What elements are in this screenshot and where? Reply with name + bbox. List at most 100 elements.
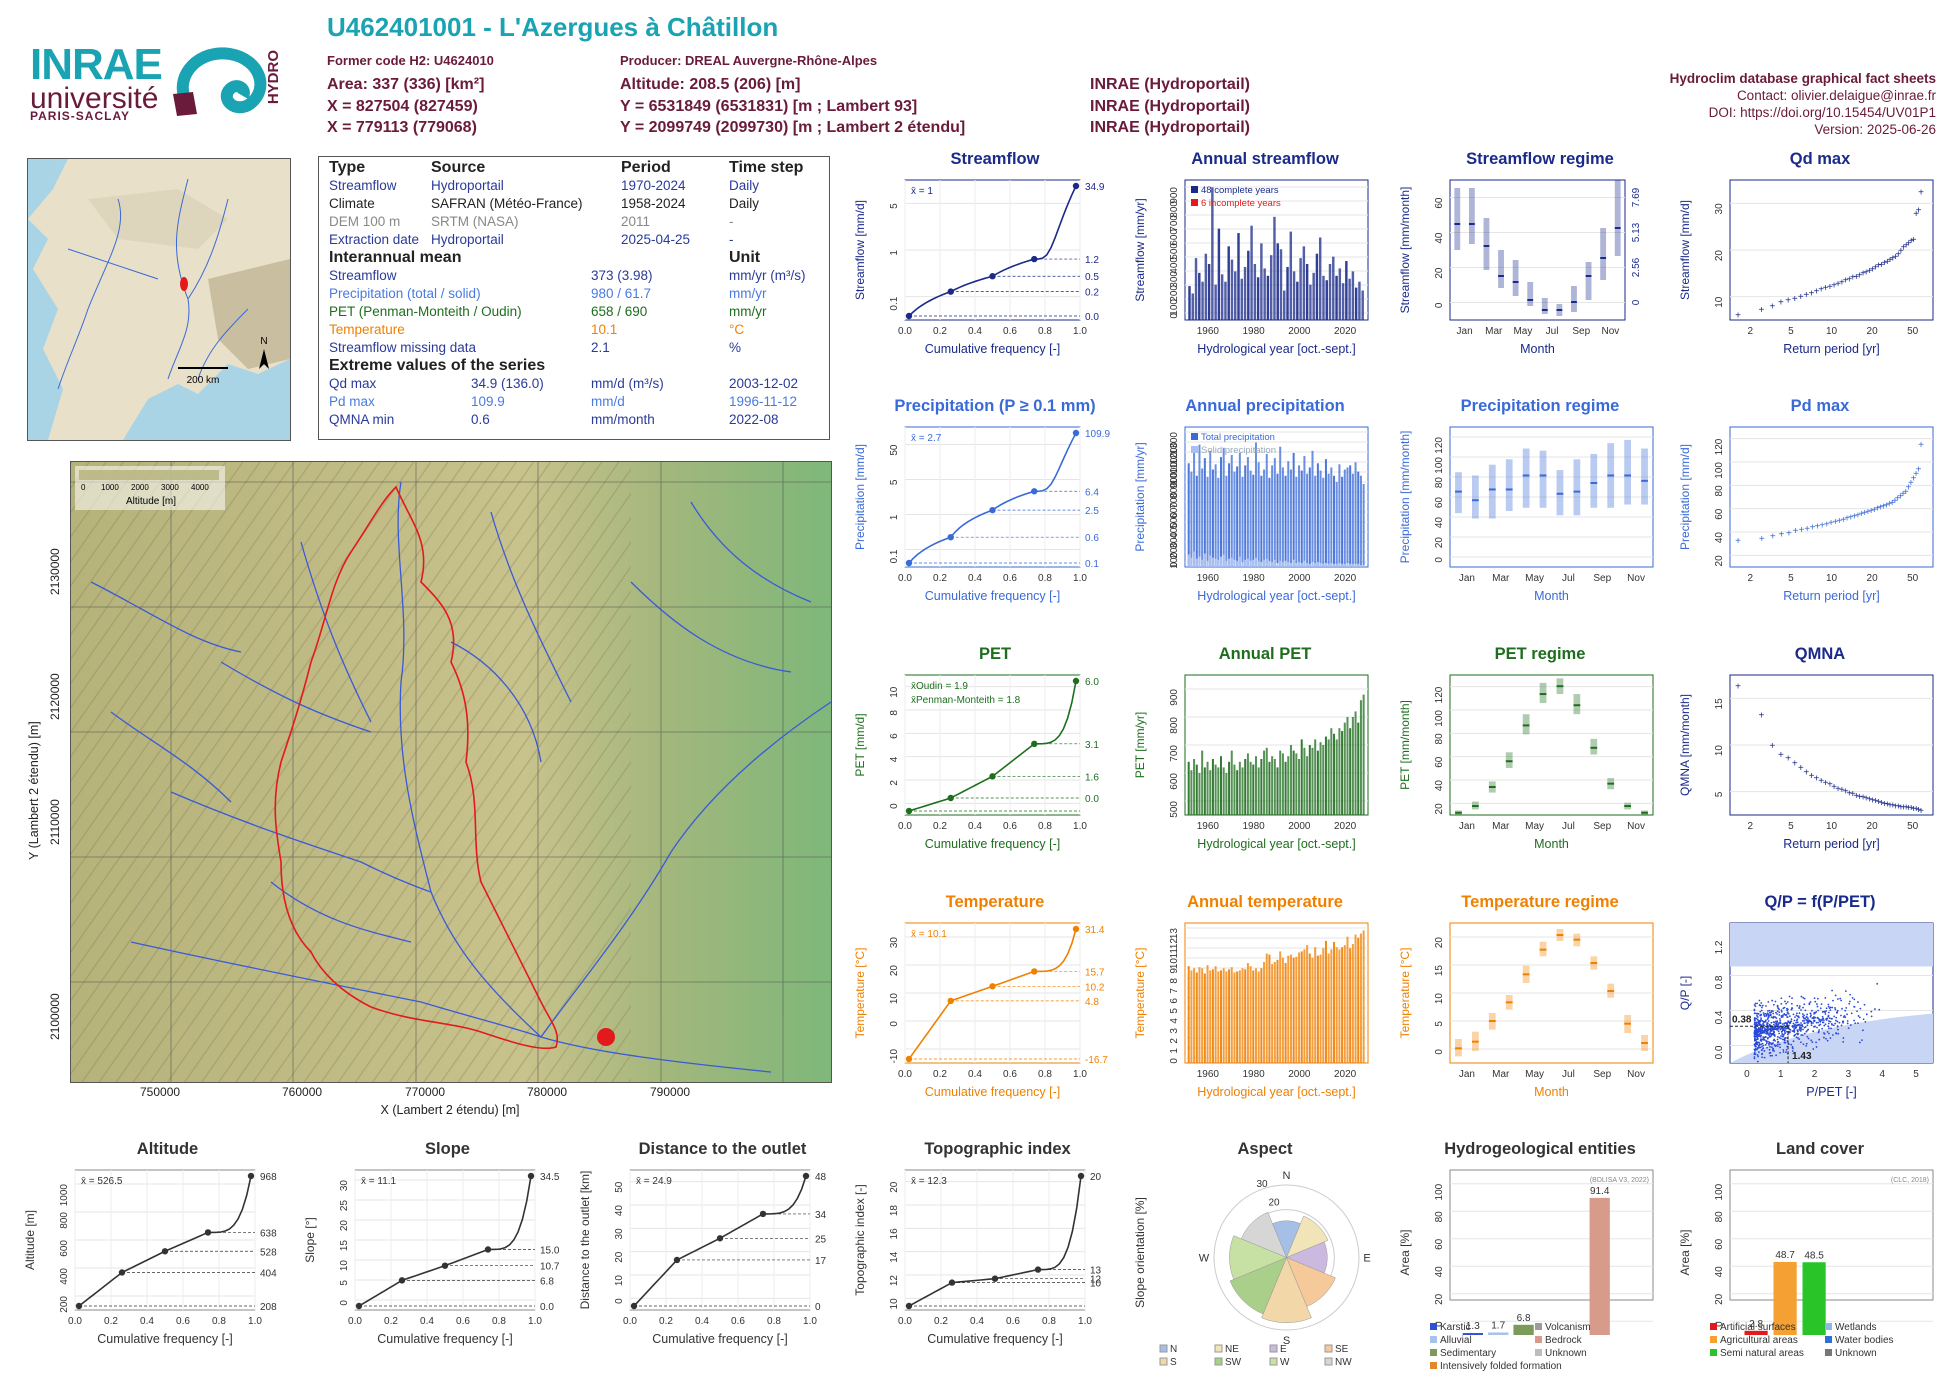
solid-bar <box>1354 563 1357 567</box>
y-tick-label: 6 <box>889 733 900 739</box>
annual-bar <box>1195 972 1198 1063</box>
x-axis-title: P/PET [-] <box>1806 1085 1857 1099</box>
return-point: + <box>1916 805 1922 816</box>
y-tick-label: 1 <box>1169 1048 1180 1054</box>
qp-point <box>1817 1030 1820 1033</box>
qp-point <box>1770 1032 1773 1035</box>
x-tick-label: Jul <box>1562 1069 1575 1080</box>
qp-point <box>1812 1022 1814 1024</box>
qp-point <box>1756 1030 1759 1033</box>
qp-point <box>1769 1014 1772 1017</box>
chart-title: Slope <box>425 1140 470 1158</box>
legend-swatch <box>1430 1336 1437 1343</box>
y-tick-label: 1100 <box>1169 452 1180 474</box>
return-point: + <box>1799 525 1805 536</box>
annual-bar <box>1341 947 1344 1063</box>
return-point: + <box>1886 499 1892 510</box>
qp-point <box>1829 1009 1832 1012</box>
annual-bar <box>1328 264 1332 320</box>
annual-bar <box>1306 473 1309 567</box>
x-axis-title: Cumulative frequency [-] <box>924 342 1061 356</box>
mean-label: x̄ = 1 <box>911 186 933 197</box>
return-point: + <box>1908 236 1914 247</box>
x-tick-label: 0.4 <box>695 1316 709 1327</box>
solid-bar <box>1295 562 1298 567</box>
extreme-row-qdmax: Qd max 34.9 (136.0) mm/d (m³/s) 2003-12-… <box>329 375 819 393</box>
qp-point <box>1803 1020 1806 1022</box>
qp-point <box>1775 1054 1777 1057</box>
annual-bar <box>1234 271 1237 320</box>
qp-point <box>1858 1016 1861 1019</box>
return-point: + <box>1804 524 1810 535</box>
qp-point <box>1838 1021 1841 1024</box>
qp-point <box>1760 1017 1763 1020</box>
annual-bar <box>1306 945 1309 1063</box>
qp-point <box>1753 1018 1756 1021</box>
page-title: U462401001 - L'Azergues à Châtillon <box>327 12 779 42</box>
y-tick-label: 800 <box>1169 201 1180 218</box>
mean-row-precipitation: Precipitation (total / solid) 980 / 61.7… <box>329 285 819 303</box>
legend-swatch <box>1191 186 1198 193</box>
annual-bar <box>1217 228 1221 320</box>
qp-point <box>1765 1040 1767 1042</box>
annual-bar <box>1201 281 1204 320</box>
y-tick-label: 20 <box>1434 937 1445 949</box>
y-tick-label: 15 <box>339 1240 350 1252</box>
x-tick-label: 0.4 <box>420 1316 434 1327</box>
qp-point <box>1765 1013 1768 1016</box>
producer: Producer: DREAL Auvergne-Rhône-Alpes <box>620 53 878 68</box>
qp-point <box>1817 1017 1820 1020</box>
return-point: + <box>1769 741 1775 752</box>
cell-unit: mm/yr <box>729 286 767 301</box>
y-tick-label: 5 <box>1434 1021 1445 1027</box>
annual-bar <box>1228 761 1231 815</box>
return-point: + <box>1835 279 1841 290</box>
qp-point <box>1824 1013 1827 1015</box>
annual-bar <box>1211 969 1214 1063</box>
annual-bar <box>1346 467 1349 567</box>
inset-north-label: N <box>260 336 267 347</box>
annual-bar <box>1222 968 1225 1063</box>
chart-title: Temperature regime <box>1461 893 1619 911</box>
plot-frame <box>1449 1169 1654 1301</box>
qp-point <box>1764 1030 1767 1032</box>
return-point: + <box>1785 296 1791 307</box>
cell-unit: % <box>729 340 742 355</box>
quantile-label: 31.4 <box>1085 925 1105 936</box>
annual-bar <box>1246 963 1249 1063</box>
y-tick-label: 0.0 <box>1714 1045 1725 1059</box>
annual-bar <box>1257 462 1260 567</box>
qp-point <box>1754 1033 1756 1036</box>
qp-point <box>1795 1014 1798 1017</box>
y-tick-label: 5 <box>889 479 900 485</box>
x-tick-label: 20 <box>1867 573 1879 584</box>
qp-point <box>1764 1019 1767 1022</box>
y-axis-title: PET [mm/yr] <box>1133 712 1147 778</box>
annual-bar <box>1206 476 1209 567</box>
qp-point <box>1783 1024 1786 1027</box>
qp-point <box>1758 1043 1761 1046</box>
return-point: + <box>1785 753 1791 764</box>
x-tick-label: 0.2 <box>933 573 947 584</box>
inset-map: 200 km N <box>27 158 291 441</box>
annual-bar <box>1338 728 1341 815</box>
x-axis-title: Hydrological year [oct.-sept.] <box>1197 342 1356 356</box>
cell-date: 2022-08 <box>729 412 779 427</box>
solid-bar <box>1338 562 1341 567</box>
y-tick-label: 30 <box>1714 203 1725 215</box>
annual-bar <box>1289 469 1292 567</box>
regime-range <box>1539 682 1547 703</box>
return-point: + <box>1735 310 1741 321</box>
chart-title: Topographic index <box>924 1140 1071 1158</box>
y-tick-label: 600 <box>59 1240 70 1257</box>
qp-point <box>1803 1003 1806 1006</box>
annual-bar <box>1219 970 1223 1063</box>
x-tick-label: 0.4 <box>970 1316 984 1327</box>
x-tick-label: 3 <box>1846 1069 1852 1080</box>
solid-bar <box>1241 561 1244 567</box>
mean-label: x̄ = 11.1 <box>361 1176 397 1187</box>
annual-bar <box>1243 266 1247 320</box>
qp-point <box>1818 1029 1820 1031</box>
